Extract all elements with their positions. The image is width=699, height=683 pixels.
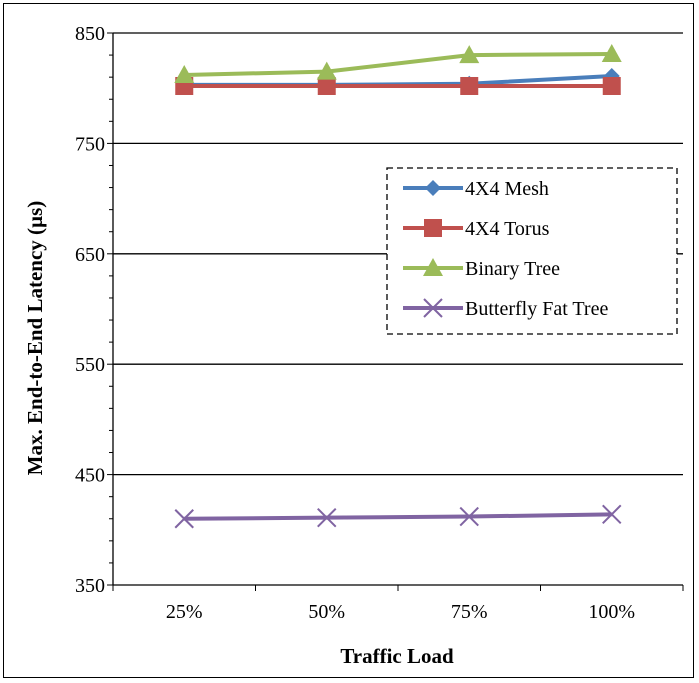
series-4x4-torus: [175, 76, 621, 95]
series-butterfly-fat-tree: [174, 504, 622, 529]
data-point: [317, 507, 337, 528]
legend: 4X4 Mesh 4X4 Torus Binary Tree Butterfly Fa…: [386, 167, 678, 335]
x-tick-label: 50%: [308, 601, 345, 623]
series-line: [184, 51, 612, 77]
legend-label: Butterfly Fat Tree: [465, 298, 608, 320]
data-point: [174, 509, 194, 529]
y-tick-label: 650: [75, 244, 105, 266]
data-point: [316, 61, 337, 80]
y-tick-label: 450: [75, 465, 105, 487]
legend-marker: [424, 219, 442, 237]
legend-item: 4X4 Mesh: [403, 178, 549, 200]
legend-marker: [425, 180, 441, 196]
legend-item: 4X4 Torus: [403, 218, 550, 240]
series-binary-tree: [174, 43, 622, 83]
y-tick-label: 350: [75, 575, 105, 597]
y-tick-label: 550: [75, 354, 105, 376]
legend-item: Binary Tree: [403, 258, 560, 280]
data-point: [174, 64, 195, 83]
y-tick-label: 750: [75, 133, 105, 155]
legend-label: 4X4 Torus: [465, 218, 550, 240]
x-tick-label: 75%: [451, 601, 488, 623]
data-point: [459, 506, 479, 527]
legend-marker: [423, 258, 443, 276]
legend-item: Butterfly Fat Tree: [403, 298, 608, 320]
chart-frame: [3, 3, 694, 678]
x-tick-label: 100%: [588, 601, 635, 623]
series-line: [184, 74, 612, 87]
legend-marker: [423, 298, 443, 318]
series-lines: [174, 43, 622, 529]
data-point: [459, 45, 480, 64]
y-axis-title: Max. End-to-End Latency (µs): [23, 201, 47, 476]
x-tick-labels: 25% 50% 75% 100%: [166, 601, 635, 623]
data-point: [601, 43, 622, 62]
legend-label: Binary Tree: [465, 258, 560, 280]
legend-label: 4X4 Mesh: [465, 178, 549, 200]
data-point: [602, 504, 622, 525]
y-tick-label: 850: [75, 23, 105, 45]
y-tick-labels: 350 450 550 650 750 850: [75, 23, 105, 597]
x-tick-label: 25%: [166, 601, 203, 623]
axes: [107, 32, 684, 591]
x-axis-title: Traffic Load: [340, 644, 454, 668]
data-point: [317, 76, 336, 95]
data-point: [602, 76, 621, 95]
gridlines: [113, 32, 683, 476]
series-line: [184, 512, 612, 521]
data-point: [460, 76, 479, 95]
